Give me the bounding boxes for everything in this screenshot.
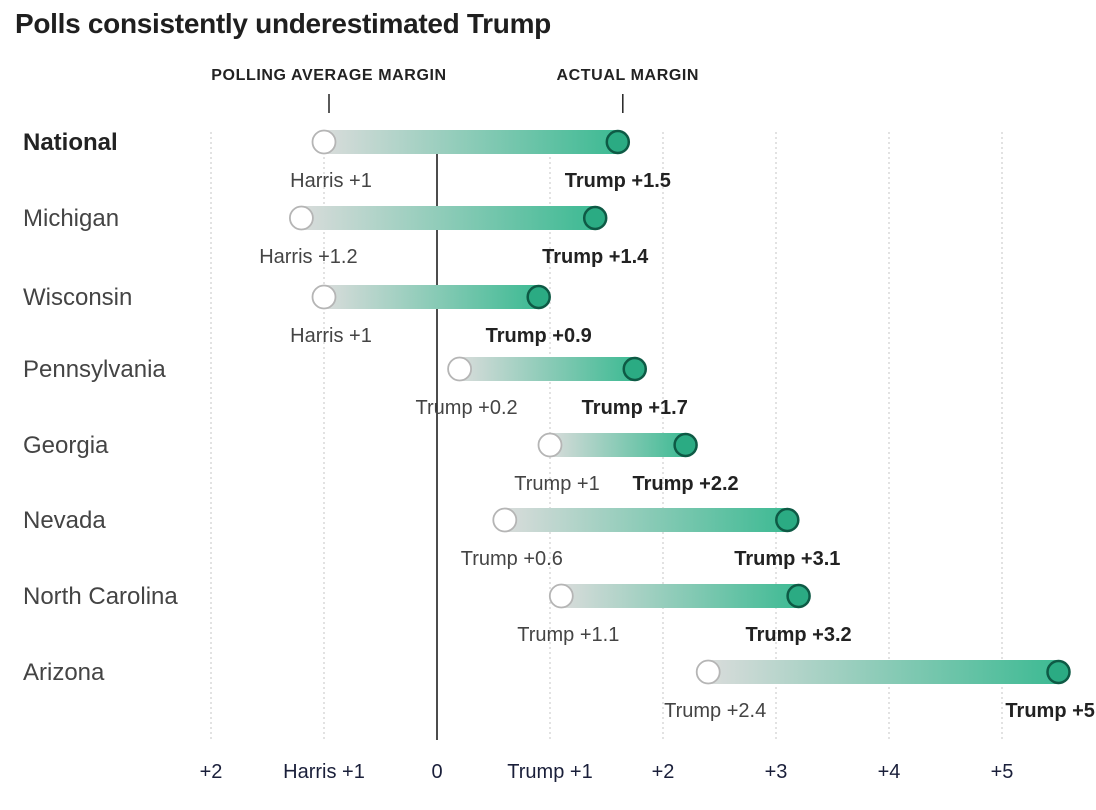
poll-value-label: Trump +2.4 (664, 700, 766, 722)
actual-value-label: Trump +2.2 (633, 473, 739, 495)
poll-dot (288, 205, 314, 231)
state-row: Georgia Trump +1 Trump +2.2 (23, 432, 739, 495)
actual-value-label: Trump +1.4 (542, 246, 649, 268)
actual-dot (673, 432, 698, 458)
actual-dot (1046, 659, 1071, 685)
x-tick-label: Harris +1 (283, 761, 365, 783)
margin-bar (301, 206, 596, 230)
actual-value-label: Trump +5.5 (1005, 700, 1096, 722)
margin-bar (324, 130, 618, 154)
x-tick-label: +3 (765, 761, 788, 783)
x-tick-label: Trump +1 (507, 761, 592, 783)
actual-dot (526, 284, 551, 310)
poll-dot (492, 507, 518, 533)
state-rows: National Harris +1 Trump +1.5 Michigan Harri… (23, 129, 1096, 722)
margin-bar (708, 660, 1059, 684)
actual-value-label: Trump +3.2 (746, 624, 852, 646)
margin-bar (504, 508, 788, 532)
state-row: National Harris +1 Trump +1.5 (23, 129, 671, 192)
state-label: North Carolina (23, 583, 178, 610)
actual-value-label: Trump +1.7 (582, 397, 688, 419)
poll-dot (447, 356, 473, 382)
column-headers: POLLING AVERAGE MARGIN ACTUAL MARGIN (211, 67, 699, 113)
x-tick-label: +4 (878, 761, 901, 783)
poll-value-label: Harris +1 (290, 325, 372, 347)
poll-value-label: Harris +1 (290, 170, 372, 192)
actual-dot (605, 129, 631, 155)
state-row: Wisconsin Harris +1 Trump +0.9 (23, 284, 592, 347)
actual-dot (775, 507, 800, 533)
poll-value-label: Trump +1 (514, 473, 599, 495)
state-label: Arizona (23, 659, 105, 686)
margin-bar (459, 357, 635, 381)
margin-bar (550, 433, 686, 457)
state-row: North Carolina Trump +1.1 Trump +3.2 (23, 583, 852, 646)
gridlines (210, 132, 1003, 740)
state-row: Nevada Trump +0.6 Trump +3.1 (23, 507, 840, 570)
actual-value-label: Trump +1.5 (565, 170, 671, 192)
state-label: Georgia (23, 432, 109, 459)
poll-dot (695, 659, 721, 685)
state-row: Michigan Harris +1.2 Trump +1.4 (23, 205, 649, 268)
poll-value-label: Harris +1.2 (259, 246, 357, 268)
poll-value-label: Trump +0.6 (461, 548, 563, 570)
x-tick-label: +2 (200, 761, 223, 783)
margin-bar (324, 285, 539, 309)
chart-title: Polls consistently underestimated Trump (15, 8, 551, 39)
actual-dot (582, 205, 608, 231)
actual-value-label: Trump +0.9 (486, 325, 592, 347)
x-tick-label: +5 (991, 761, 1014, 783)
state-label: Michigan (23, 205, 119, 232)
poll-dot (311, 284, 337, 310)
x-axis-ticks: +2 Harris +1 0 Trump +1 +2 +3 +4 +5 (200, 761, 1014, 783)
polling-average-header: POLLING AVERAGE MARGIN (211, 67, 446, 84)
actual-margin-header: ACTUAL MARGIN (556, 67, 699, 84)
state-label: Pennsylvania (23, 356, 166, 383)
state-row: Pennsylvania Trump +0.2 Trump +1.7 (23, 356, 688, 419)
poll-dot (311, 129, 337, 155)
state-row: Arizona Trump +2.4 Trump +5.5 (23, 659, 1096, 722)
poll-dot (548, 583, 574, 609)
x-tick-label: +2 (652, 761, 675, 783)
poll-dot (537, 432, 563, 458)
state-label: National (23, 129, 118, 156)
x-tick-label: 0 (431, 761, 442, 783)
actual-value-label: Trump +3.1 (734, 548, 840, 570)
margin-bar (561, 584, 799, 608)
poll-value-label: Trump +0.2 (416, 397, 518, 419)
state-label: Nevada (23, 507, 106, 534)
actual-dot (622, 356, 647, 382)
poll-value-label: Trump +1.1 (517, 624, 619, 646)
actual-dot (786, 583, 811, 609)
state-label: Wisconsin (23, 284, 132, 311)
